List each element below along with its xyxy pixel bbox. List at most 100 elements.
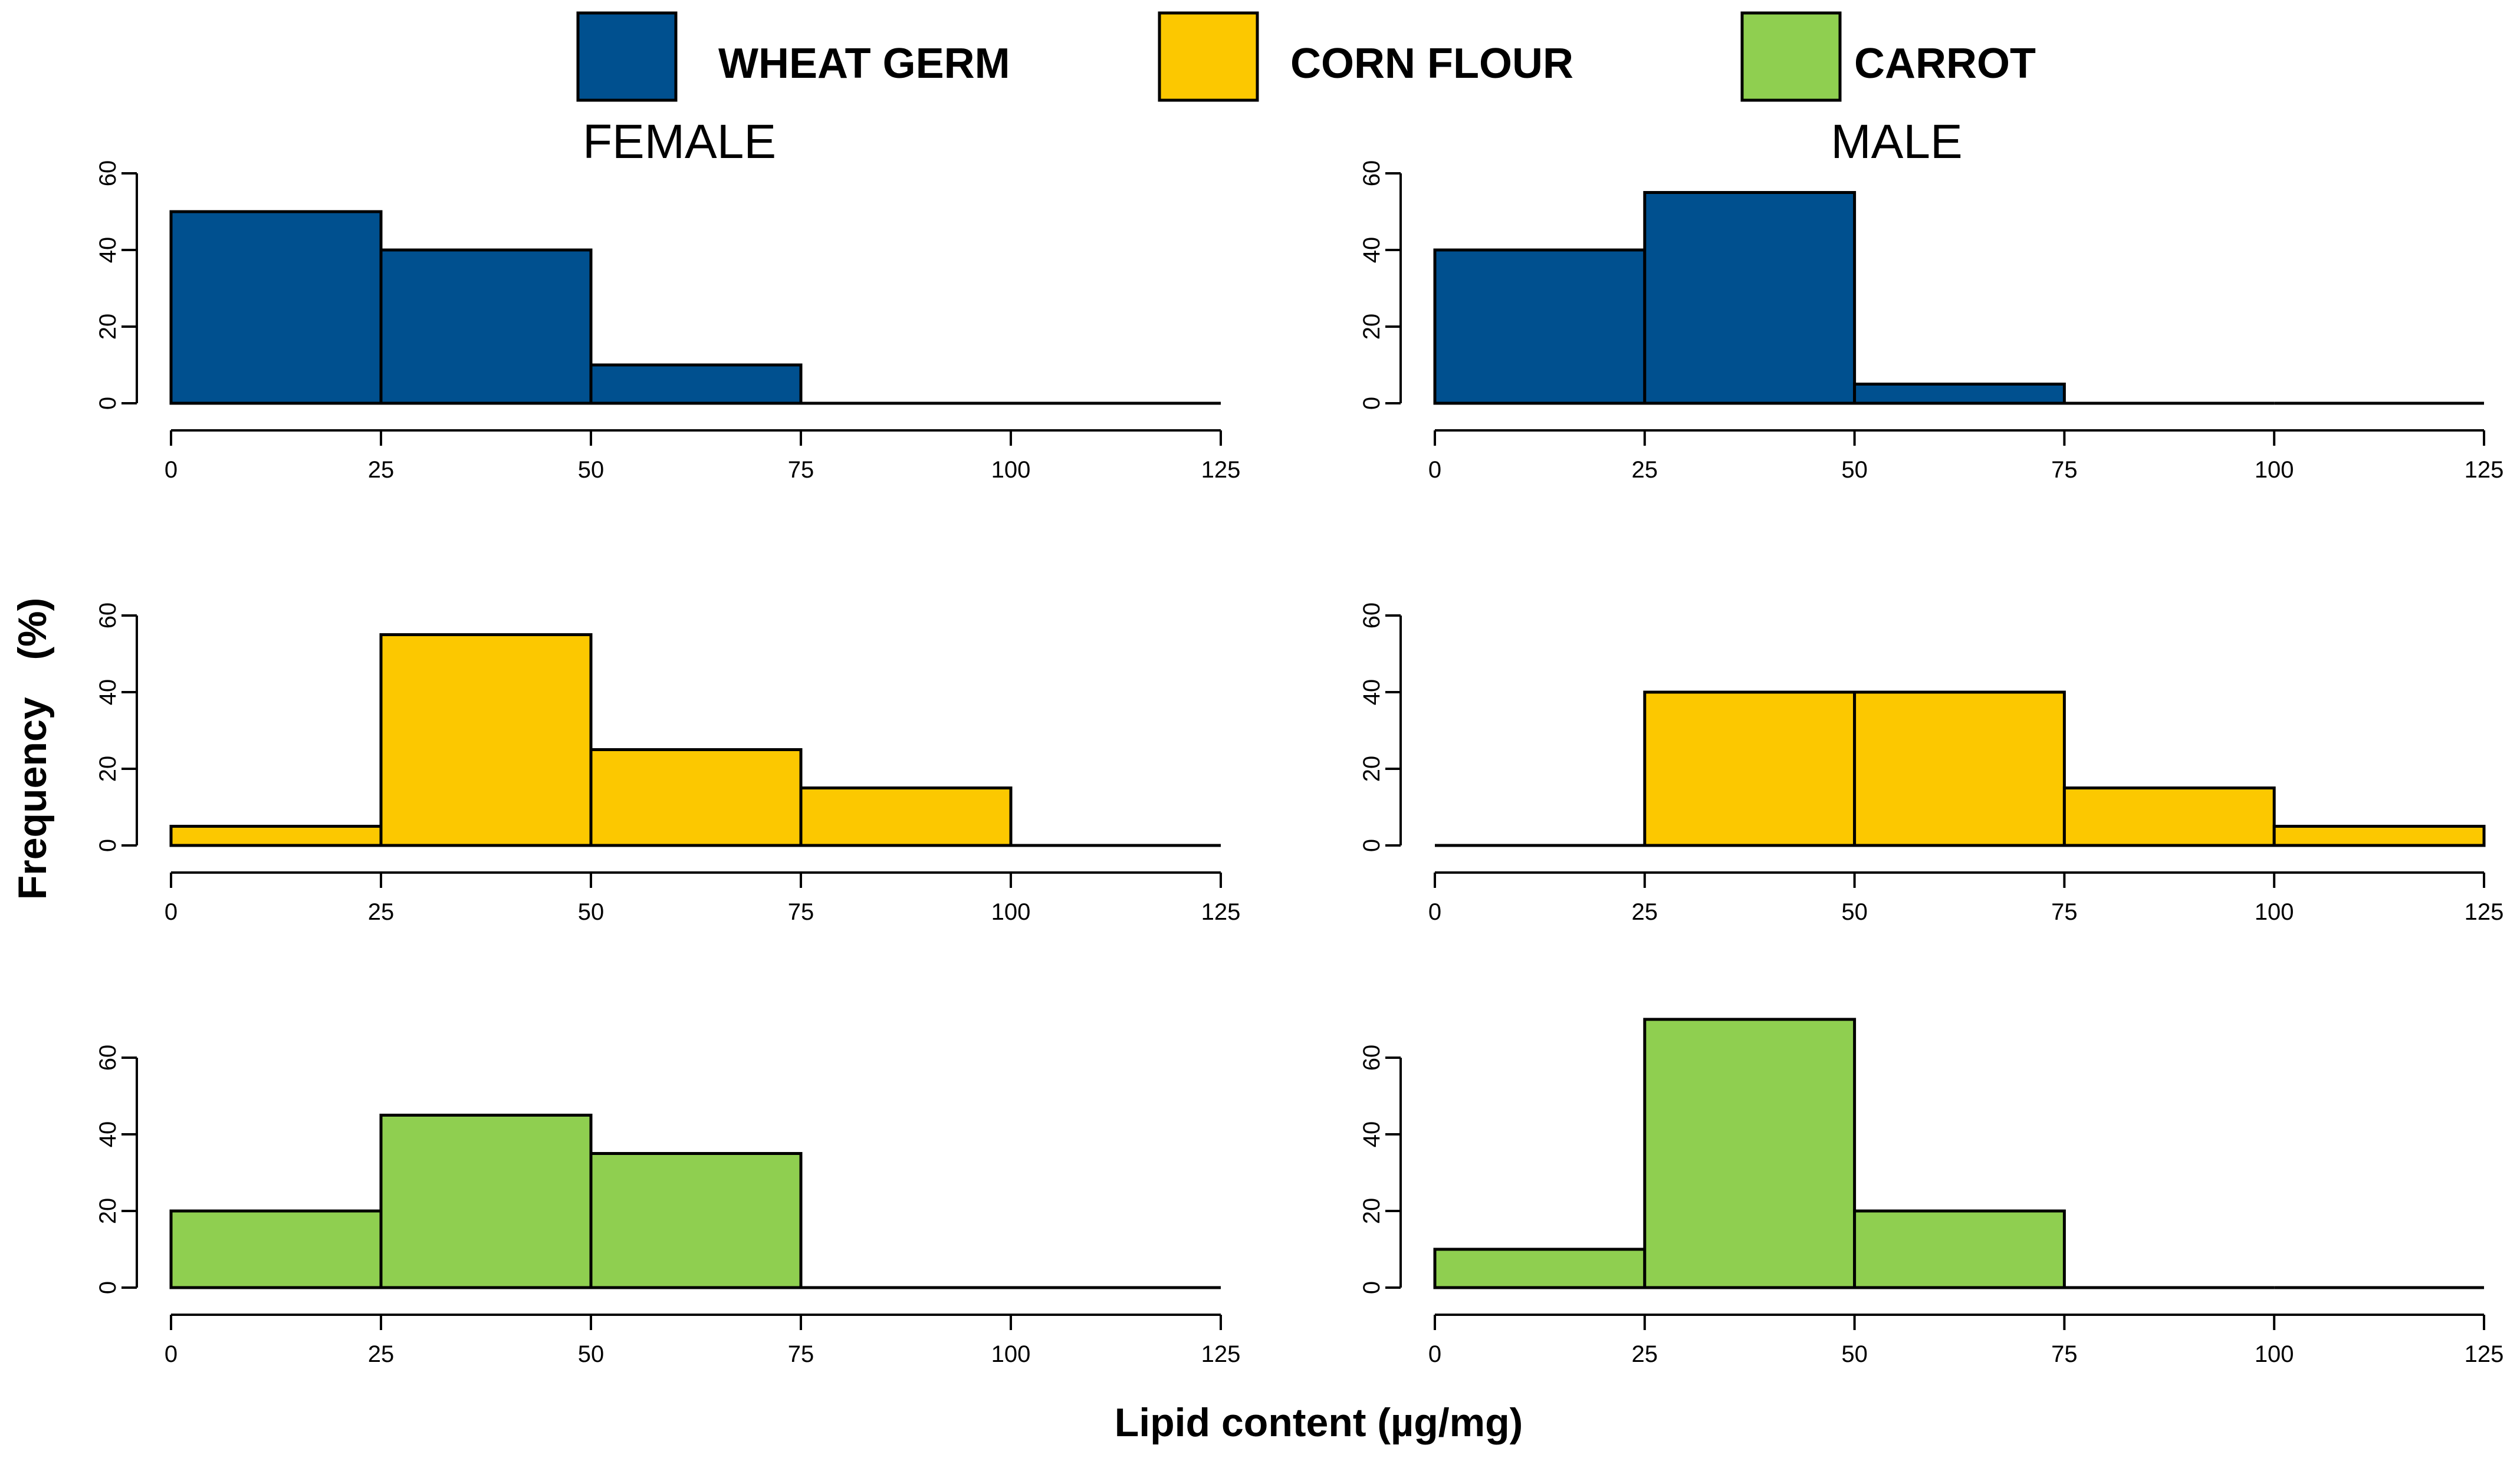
x-tick-label: 125 [2465,899,2504,925]
x-tick-label: 25 [1632,457,1658,483]
x-tick-label: 0 [165,457,178,483]
y-tick-label: 0 [1359,839,1385,852]
histogram-bar [1433,248,1647,405]
x-tick-label: 50 [578,457,604,483]
panel-4: 0 20 40 60 0 25 50 75 100 125 [1359,603,2503,925]
legend: WHEAT GERM CORN FLOUR CARROT [576,11,2036,102]
x-tick-label: 25 [368,457,395,483]
x-tick-label: 25 [368,1341,395,1367]
x-tick-label: 75 [788,1341,814,1367]
y-tick-label: 40 [1359,237,1385,264]
x-tick-label: 125 [1201,899,1241,925]
histogram-bar [1643,1018,1857,1289]
column-title-male: MALE [1831,115,1962,169]
histogram-bar [1853,690,2066,847]
y-tick-label: 20 [95,314,121,340]
y-tick-label: 60 [95,603,121,629]
x-tick-label: 100 [991,457,1031,483]
y-tick-label: 20 [1359,756,1385,782]
x-tick-label: 50 [1841,899,1868,925]
x-tick-label: 25 [1632,1341,1658,1367]
y-tick-label: 0 [1359,397,1385,410]
histogram-bar [1433,1248,1647,1289]
y-tick-label: 0 [1359,1281,1385,1294]
x-tick-label: 125 [2465,457,2504,483]
x-tick-label: 50 [578,1341,604,1367]
legend-swatch-carrot [1740,11,1842,102]
y-tick-label: 60 [95,1045,121,1071]
x-tick-label: 75 [2051,1341,2078,1367]
y-tick-label: 0 [95,839,121,852]
legend-label-corn-flour: CORN FLOUR [1290,40,1573,87]
y-tick-label: 20 [95,756,121,782]
x-tick-label: 75 [788,457,814,483]
histogram-bar [799,786,1013,847]
x-tick-label: 100 [2255,457,2294,483]
histogram-bar [589,748,803,847]
y-axis-label-unit: (%) [10,598,55,660]
y-tick-label: 60 [1359,160,1385,187]
y-tick-label: 40 [1359,1121,1385,1148]
histogram-bar [379,248,593,405]
x-tick-label: 25 [368,899,395,925]
histogram-panels: 0 20 40 60 0 25 50 75 100 125 0 20 40 60 0 25 50 75 100 125… [95,160,2503,1367]
histogram-bar [2272,825,2486,847]
x-tick-label: 125 [1201,1341,1241,1367]
x-tick-label: 125 [1201,457,1241,483]
x-tick-label: 75 [2051,899,2078,925]
panel-1: 0 20 40 60 0 25 50 75 100 125 [95,160,1240,483]
histogram-bar [1853,383,2066,405]
histogram-bar [589,1152,803,1289]
histogram-bar [169,825,383,847]
y-axis-label: Frequency (%) [10,598,55,900]
y-tick-label: 0 [95,1281,121,1294]
panel-5: 0 20 40 60 0 25 50 75 100 125 [95,1045,1240,1367]
y-tick-label: 60 [1359,1045,1385,1071]
panel-6: 0 20 40 60 0 25 50 75 100 125 [1359,1018,2504,1367]
x-tick-label: 125 [2465,1341,2504,1367]
x-tick-label: 50 [1841,1341,1868,1367]
histogram-bar [589,363,803,405]
y-tick-label: 60 [1359,603,1385,629]
x-tick-label: 100 [2255,899,2294,925]
histogram-bar [1643,191,1857,405]
y-tick-label: 40 [95,1121,121,1148]
histogram-bar [379,1114,593,1289]
x-tick-label: 0 [165,899,178,925]
x-tick-label: 0 [1428,1341,1441,1367]
x-tick-label: 100 [991,899,1031,925]
panel-2: 0 20 40 60 0 25 50 75 100 125 [1359,160,2503,483]
histogram-bar [379,633,593,847]
histogram-bar [1643,690,1857,847]
y-tick-label: 60 [95,160,121,187]
x-tick-label: 100 [991,1341,1031,1367]
histogram-bar [2062,786,2276,847]
histogram-bar [169,210,383,405]
x-tick-label: 75 [2051,457,2078,483]
y-tick-label: 20 [1359,314,1385,340]
y-tick-label: 40 [95,237,121,264]
x-tick-label: 50 [1841,457,1868,483]
x-tick-label: 75 [788,899,814,925]
panel-3: 0 20 40 60 0 25 50 75 100 125 [95,603,1240,925]
y-tick-label: 40 [1359,679,1385,706]
y-axis-label-word: Frequency [10,697,55,900]
y-tick-label: 20 [1359,1198,1385,1225]
x-tick-label: 0 [1428,899,1441,925]
legend-swatch-corn-flour [1158,11,1259,102]
y-tick-label: 20 [95,1198,121,1225]
y-tick-label: 40 [95,679,121,706]
histogram-bar [1853,1209,2066,1289]
x-tick-label: 100 [2255,1341,2294,1367]
x-tick-label: 50 [578,899,604,925]
legend-label-carrot: CARROT [1854,40,2036,87]
y-tick-label: 0 [95,397,121,410]
x-tick-label: 25 [1632,899,1658,925]
column-title-female: FEMALE [583,115,776,169]
histogram-bar [169,1209,383,1289]
x-axis-label: Lipid content (µg/mg) [1115,1400,1523,1445]
legend-label-wheat-germ: WHEAT GERM [718,40,1010,87]
x-tick-label: 0 [1428,457,1441,483]
x-tick-label: 0 [165,1341,178,1367]
